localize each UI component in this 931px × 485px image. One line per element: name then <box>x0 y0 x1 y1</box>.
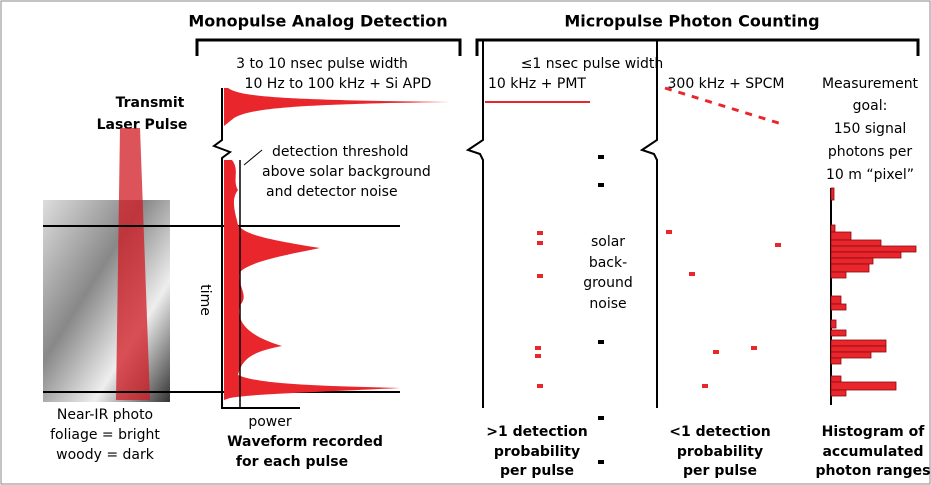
detections <box>535 231 543 388</box>
pulse <box>664 86 786 127</box>
time-line <box>639 40 658 408</box>
bracket <box>475 38 920 56</box>
goal: 150 signal <box>834 121 907 137</box>
section-title: Micropulse Photon Counting <box>564 12 819 31</box>
noise-dots <box>598 155 604 464</box>
noise-label: back- <box>589 255 627 271</box>
caption: photon ranges <box>816 463 931 479</box>
caption: per pulse <box>500 463 574 479</box>
caption: <1 detection <box>669 424 770 440</box>
caption: accumulated <box>822 444 923 460</box>
annotation: detection threshold <box>272 144 409 160</box>
caption: per pulse <box>683 463 757 479</box>
caption: >1 detection <box>486 424 587 440</box>
transmit: Laser Pulse <box>97 117 188 133</box>
caption: probability <box>494 444 580 460</box>
label: 10 Hz to 100 kHz + Si APD <box>245 76 432 92</box>
goal: 10 m “pixel” <box>826 167 914 183</box>
photo <box>43 200 170 402</box>
section-title: Monopulse Analog Detection <box>188 12 447 31</box>
caption: probability <box>677 444 763 460</box>
waveform <box>224 88 450 126</box>
goal: Measurement <box>822 76 919 92</box>
label: 10 kHz + PMT <box>488 76 586 92</box>
goal: goal: <box>853 98 888 114</box>
caption: Near-IR photo <box>57 407 153 423</box>
bracket <box>195 38 462 56</box>
label: ≤1 nsec pulse width <box>521 56 664 72</box>
detections <box>666 230 781 388</box>
annotation: above solar background <box>262 164 431 180</box>
time-line <box>465 40 484 408</box>
caption: for each pulse <box>236 454 348 470</box>
noise-label: noise <box>589 296 626 312</box>
histogram <box>830 187 917 397</box>
axis <box>211 88 300 409</box>
caption: Waveform recorded <box>227 434 383 450</box>
noise-label: solar <box>591 234 625 250</box>
pointer <box>243 149 263 166</box>
caption: Histogram of <box>822 424 926 440</box>
label: 3 to 10 nsec pulse width <box>236 56 408 72</box>
axis-label: time <box>197 284 213 316</box>
transmit: Transmit <box>116 95 185 111</box>
laser-beam <box>116 128 150 400</box>
caption: woody = dark <box>56 447 155 463</box>
annotation: and detector noise <box>266 184 398 200</box>
noise-label: ground <box>583 275 633 291</box>
caption: foliage = bright <box>50 427 160 443</box>
label: 300 kHz + SPCM <box>668 76 785 92</box>
goal: photons per <box>828 144 912 160</box>
axis-label: power <box>248 414 292 430</box>
